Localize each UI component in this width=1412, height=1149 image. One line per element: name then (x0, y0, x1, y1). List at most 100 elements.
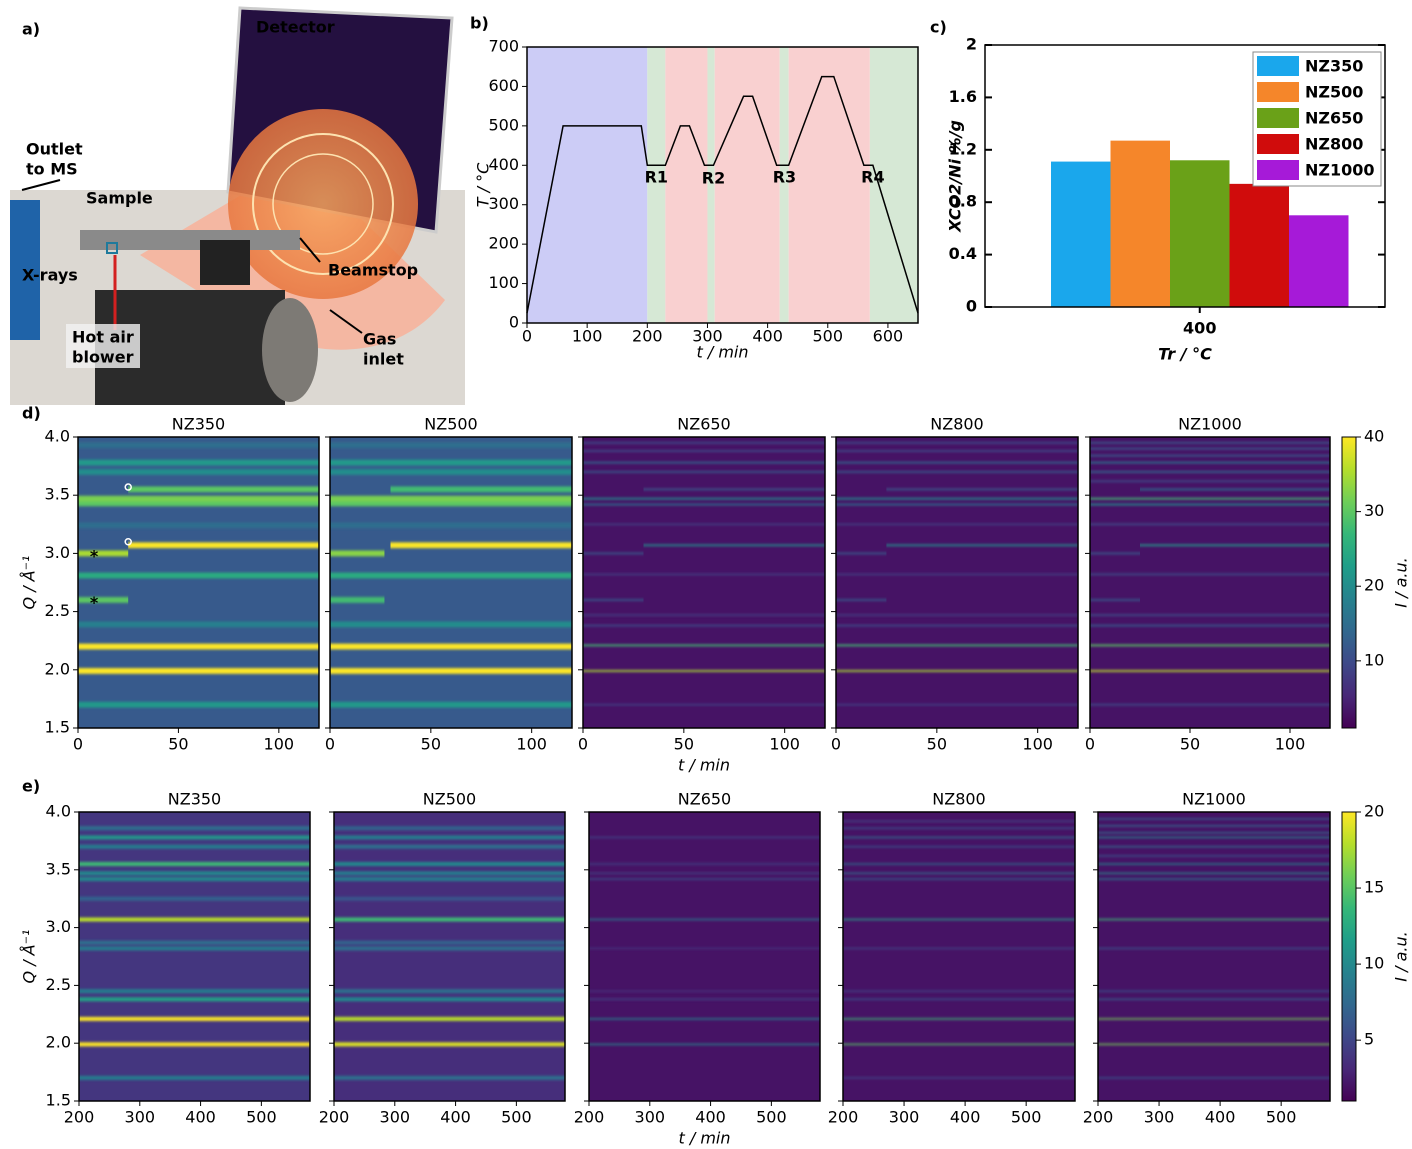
diffraction-band (390, 486, 572, 493)
heatmap-background (330, 437, 572, 728)
heatmap-background (1098, 812, 1330, 1101)
gas-line (80, 230, 300, 250)
y-tick-label: 3.0 (45, 543, 70, 562)
y-tick-label: 200 (488, 234, 519, 253)
diffraction-band (583, 441, 825, 444)
diffraction-band (583, 552, 644, 555)
diffraction-band (1090, 447, 1330, 450)
diffraction-band (1098, 947, 1330, 950)
diffraction-band (1098, 878, 1330, 880)
diffraction-band (79, 997, 310, 1002)
heatmap-background (1090, 437, 1330, 728)
diffraction-band (589, 872, 820, 874)
diffraction-band (79, 861, 310, 867)
diffraction-band (589, 998, 820, 1000)
y-tick-label: 600 (488, 76, 519, 95)
annotation: Gas (363, 330, 396, 349)
diffraction-band (1098, 998, 1330, 1000)
diffraction-band (330, 643, 572, 650)
x-axis-label: t / min (678, 756, 730, 775)
diffraction-band (836, 703, 1078, 706)
diffraction-band (1098, 845, 1330, 848)
diffraction-band (843, 836, 1075, 839)
y-tick-label: 1.6 (949, 87, 977, 106)
diffraction-band (334, 871, 565, 876)
diffraction-band (1098, 1043, 1330, 1046)
bar (1229, 183, 1289, 307)
heatmap (1090, 437, 1330, 728)
heatmap (79, 812, 310, 1101)
bands (583, 441, 825, 706)
legend-label: NZ1000 (1305, 161, 1375, 180)
plot-frame (1089, 436, 1331, 729)
plot-frame (77, 436, 320, 729)
panel-title: NZ350 (168, 790, 221, 809)
diffraction-band (1098, 872, 1330, 874)
annotation: R4 (861, 167, 884, 186)
x-tick-label: 300 (889, 1108, 920, 1127)
y-axis-label: T / °C (474, 162, 493, 207)
diffraction-band (843, 1077, 1075, 1079)
x-tick-label: 0 (73, 735, 83, 754)
y-tick-label: 2.5 (45, 601, 70, 620)
diffraction-band (330, 668, 572, 674)
diffraction-band (836, 644, 1078, 647)
diffraction-band (128, 486, 319, 493)
diffraction-band (836, 450, 1078, 452)
x-tick-label: 100 (769, 735, 800, 754)
y-tick-label: 0 (966, 297, 977, 316)
diffraction-band (78, 459, 319, 466)
diffraction-band (1090, 471, 1330, 473)
colorbar-tick-label: 30 (1364, 501, 1384, 520)
diffraction-band (78, 643, 319, 650)
panel-title: NZ800 (930, 415, 983, 434)
y-tick-label: 0.8 (949, 192, 977, 211)
diffraction-band (330, 442, 572, 449)
colorbar-label: I / a.u. (1392, 931, 1411, 981)
diffraction-band (843, 878, 1075, 880)
plot-frame (842, 811, 1076, 1102)
diffraction-band (79, 871, 310, 876)
x-tick-label: 100 (1275, 735, 1306, 754)
diffraction-band (1098, 825, 1330, 827)
diffraction-band (583, 614, 825, 616)
bands (836, 441, 1078, 706)
diffraction-band (78, 572, 319, 579)
diffraction-band (390, 542, 572, 549)
diffraction-band (330, 572, 572, 579)
diffraction-band (78, 550, 129, 557)
y-tick-label: 1.5 (45, 718, 70, 737)
y-tick-label: 2 (966, 35, 977, 54)
outlet-arrow (21, 179, 61, 191)
y-tick-label: 3.0 (46, 917, 71, 936)
diffraction-band (330, 550, 385, 557)
detector-ring (252, 133, 394, 275)
diffraction-band (1098, 863, 1330, 865)
diffraction-band (843, 998, 1075, 1000)
heatmap-background (334, 812, 565, 1101)
bar (1051, 161, 1111, 307)
diffraction-band (334, 989, 565, 994)
bands (79, 826, 310, 1080)
bands (1090, 441, 1330, 706)
diffraction-band (1098, 832, 1330, 834)
detector-rings (228, 109, 418, 299)
diffraction-band (843, 820, 1075, 822)
diffraction-band (589, 947, 820, 950)
bar (1170, 160, 1230, 307)
diffraction-band (334, 861, 565, 867)
diffraction-band (836, 461, 1078, 464)
colorbar-tick-label: 20 (1364, 576, 1384, 595)
glove (262, 298, 318, 402)
x-axis-label: t / min (696, 343, 748, 362)
diffraction-band (330, 522, 572, 529)
diffraction-band (79, 826, 310, 831)
x-tick-label: 200 (632, 327, 663, 346)
diffraction-band (334, 1042, 565, 1047)
diffraction-band (330, 459, 572, 466)
colorbar (1341, 436, 1357, 729)
x-tick-label: 400 (1183, 319, 1216, 338)
y-tick-label: 100 (488, 273, 519, 292)
beamstop-arrow (299, 237, 321, 263)
